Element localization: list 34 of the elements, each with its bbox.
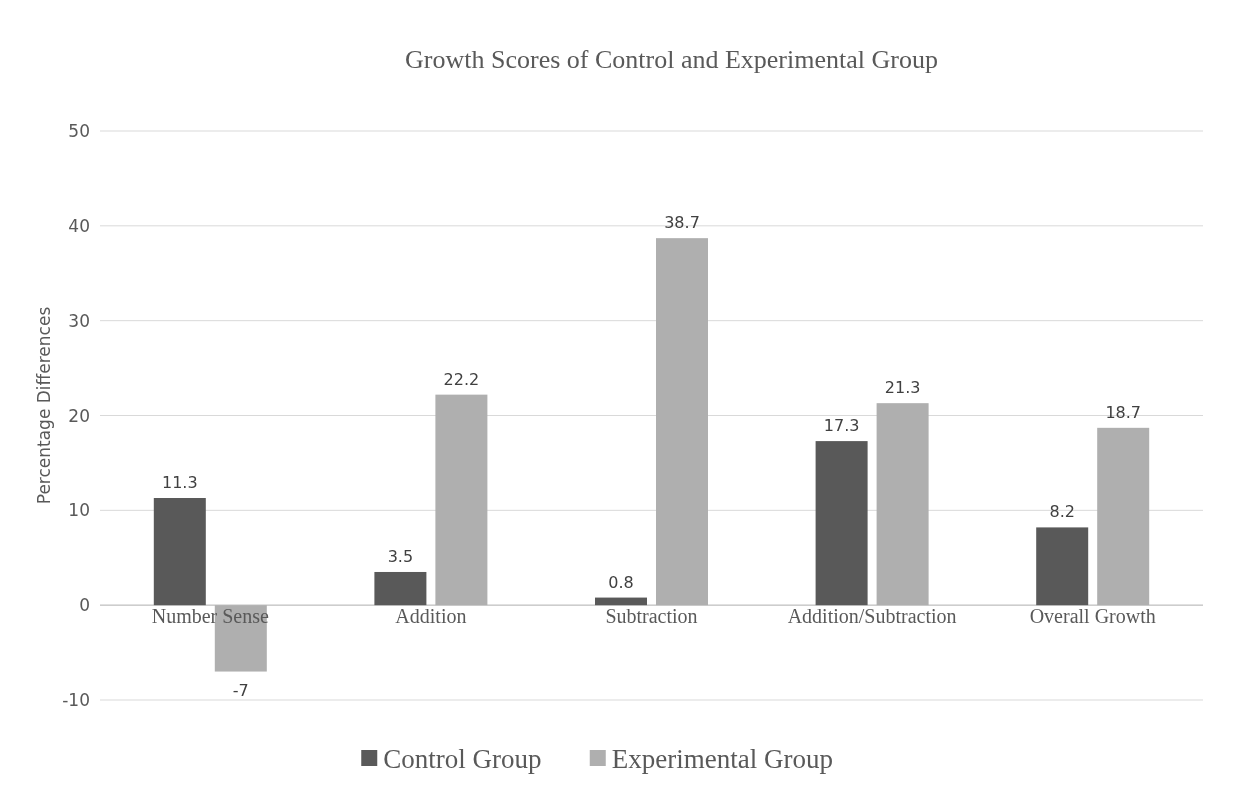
legend-label: Control Group xyxy=(383,744,542,774)
bar xyxy=(815,441,868,606)
y-tick-label: 10 xyxy=(68,500,90,521)
data-label: 3.5 xyxy=(387,546,414,566)
data-label: 0.8 xyxy=(608,572,634,592)
bar xyxy=(876,403,929,606)
legend-label: Experimental Group xyxy=(611,744,833,774)
data-label: 8.2 xyxy=(1049,502,1075,522)
bar xyxy=(1097,427,1150,606)
data-label: -7 xyxy=(232,680,249,700)
bar xyxy=(374,571,427,606)
y-tick-label: 40 xyxy=(68,215,90,236)
y-tick-label: 0 xyxy=(79,595,90,616)
bar xyxy=(435,394,488,606)
x-tick-label: Overall Growth xyxy=(1029,605,1156,628)
x-tick-label: Subtraction xyxy=(605,605,698,628)
y-tick-label: 20 xyxy=(68,405,90,426)
data-label: 21.3 xyxy=(884,378,921,398)
y-tick-label: 30 xyxy=(68,310,90,331)
y-tick-label: -10 xyxy=(62,690,90,710)
data-label: 18.7 xyxy=(1105,402,1142,422)
y-tick-label: 50 xyxy=(68,121,90,141)
data-label: 17.3 xyxy=(823,416,860,436)
chart-title: Growth Scores of Control and Experimental Group xyxy=(405,45,938,74)
bar xyxy=(656,238,708,606)
data-label: 11.3 xyxy=(161,473,198,493)
data-label: 22.2 xyxy=(443,369,480,389)
x-tick-label: Addition/Subtraction xyxy=(787,605,957,628)
data-label: 38.7 xyxy=(664,213,700,233)
bar xyxy=(1036,527,1089,606)
x-tick-label: Addition xyxy=(395,605,467,628)
bar xyxy=(153,498,206,606)
bar xyxy=(595,597,647,606)
y-axis-title: Percentage Differences xyxy=(34,306,54,505)
